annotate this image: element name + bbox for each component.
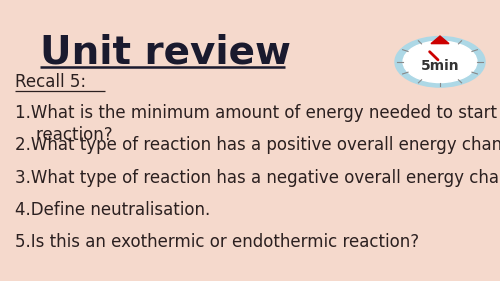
Text: 1.What is the minimum amount of energy needed to start a
    reaction?: 1.What is the minimum amount of energy n… bbox=[15, 104, 500, 144]
Text: 2.What type of reaction has a positive overall energy change?: 2.What type of reaction has a positive o… bbox=[15, 136, 500, 154]
Circle shape bbox=[395, 37, 485, 87]
Text: Recall 5:: Recall 5: bbox=[15, 73, 86, 91]
Text: Unit review: Unit review bbox=[40, 34, 291, 72]
Text: 3.What type of reaction has a negative overall energy change?: 3.What type of reaction has a negative o… bbox=[15, 169, 500, 187]
Text: 5min: 5min bbox=[420, 59, 460, 72]
Circle shape bbox=[403, 41, 477, 83]
Text: 5.Is this an exothermic or endothermic reaction?: 5.Is this an exothermic or endothermic r… bbox=[15, 233, 419, 251]
Text: 4.Define neutralisation.: 4.Define neutralisation. bbox=[15, 201, 210, 219]
Polygon shape bbox=[431, 36, 449, 44]
